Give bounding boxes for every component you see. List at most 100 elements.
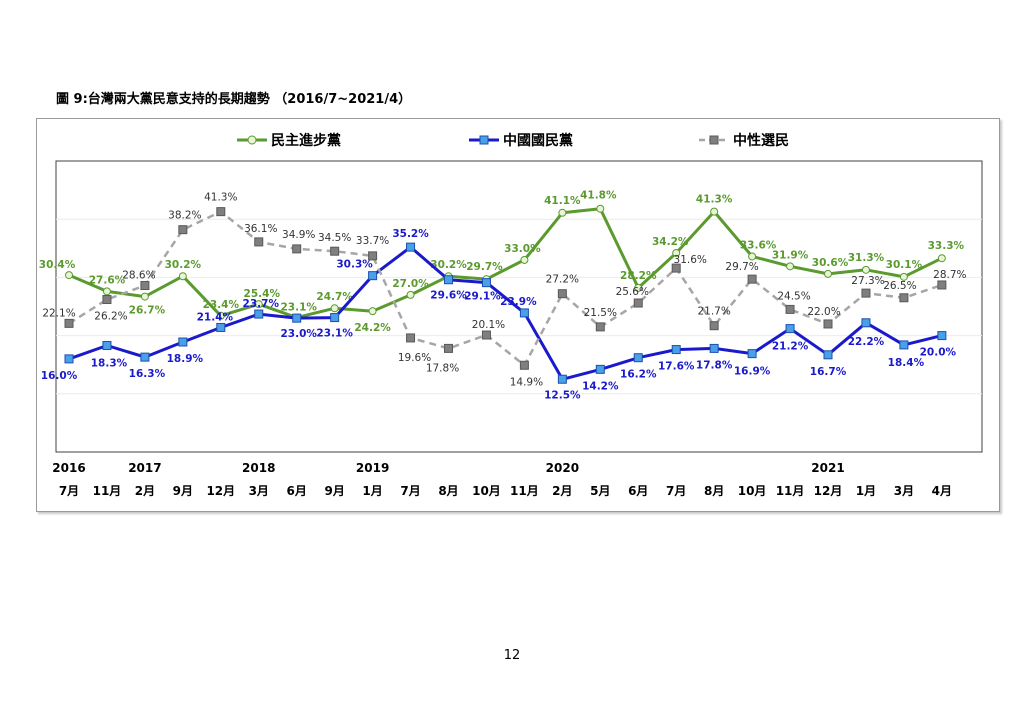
data-point (633, 353, 643, 363)
x-tick-label: 9月 (173, 484, 193, 498)
data-point (292, 313, 302, 323)
data-label: 23.0% (280, 328, 317, 340)
data-label: 14.2% (582, 380, 619, 392)
data-label: 20.1% (472, 319, 505, 331)
x-tick-label: 12月 (206, 484, 235, 498)
data-point (102, 295, 112, 305)
trend-line-chart: 民主進步黨 中國國民黨 中性選民30.4%27.6%26.7%30.2%23.4%2… (39, 132, 983, 498)
data-label: 31.9% (772, 249, 809, 261)
x-tick-label: 10月 (738, 484, 767, 498)
data-label: 16.0% (41, 370, 78, 382)
data-point (596, 204, 605, 213)
x-tick-label: 7月 (59, 484, 79, 498)
data-label: 30.2% (430, 259, 467, 271)
chart-frame: 民主進步黨 中國國民黨 中性選民 30.4% 27.6% 26.7% 30.2% 23.4% 2… (36, 118, 1000, 512)
data-point (747, 274, 757, 284)
series-1: 30.4% 27.6% 26.7% 30.2% 23.4% 25.4% 23.1%24.7%… (39, 190, 965, 334)
data-label: 26.7% (129, 305, 166, 317)
data-point (178, 272, 187, 281)
data-label: 28.6% (122, 270, 155, 282)
data-point (785, 324, 795, 334)
data-label: 25.6% (616, 286, 649, 298)
series-line (68, 210, 943, 367)
data-point (444, 343, 453, 353)
data-label: 21.5% (584, 307, 617, 319)
data-point (64, 318, 74, 328)
data-point (899, 340, 909, 350)
data-label: 29.7% (466, 261, 503, 273)
data-label: 21.2% (772, 341, 809, 353)
data-label: 22.0% (807, 306, 840, 318)
data-point (178, 337, 188, 347)
data-point (824, 269, 832, 278)
data-label: 17.8% (426, 362, 459, 374)
data-label: 20.0% (920, 347, 957, 359)
data-point (330, 313, 340, 323)
data-point (481, 278, 491, 288)
data-point (444, 275, 453, 285)
data-label: 29.1% (464, 291, 501, 303)
data-point (178, 225, 188, 235)
data-point (254, 237, 264, 247)
year-label: 2019 (356, 461, 389, 475)
plot-area (55, 160, 983, 453)
data-point (254, 300, 263, 309)
data-label: 27.0% (392, 278, 429, 290)
data-label: 21.7% (697, 306, 730, 318)
x-tick-label: 3月 (894, 484, 914, 498)
x-tick-label: 6月 (628, 484, 648, 498)
data-label: 26.5% (883, 280, 916, 292)
data-label: 24.5% (777, 290, 810, 302)
data-label: 28.7% (933, 269, 966, 281)
data-label: 28.2% (620, 270, 657, 282)
data-label: 29.6% (430, 290, 467, 302)
data-point (557, 289, 567, 299)
data-point (368, 307, 377, 316)
data-point (481, 330, 491, 340)
x-tick-label: 8月 (704, 484, 724, 498)
data-point (406, 290, 415, 299)
x-tick-label: 4月 (932, 484, 952, 498)
data-point (216, 207, 226, 217)
data-point (65, 271, 73, 280)
x-tick-label: 11月 (93, 484, 122, 498)
data-label: 16.7% (810, 366, 847, 378)
legend-marker (247, 135, 257, 145)
data-label: 23.1% (316, 328, 353, 340)
data-label: 26.2% (94, 311, 127, 323)
data-label: 41.3% (696, 194, 733, 206)
data-label: 16.2% (620, 369, 657, 381)
data-label: 18.4% (888, 357, 925, 369)
x-tick-label: 11月 (510, 484, 539, 498)
data-point (595, 322, 605, 332)
data-label: 34.5% (318, 232, 351, 244)
data-point (633, 298, 643, 308)
data-point (937, 254, 946, 263)
year-label: 2021 (811, 461, 844, 475)
data-label: 30.2% (165, 259, 202, 271)
data-point (368, 271, 378, 281)
data-point (330, 246, 340, 256)
data-point (671, 345, 681, 355)
data-label: 30.6% (812, 257, 849, 269)
data-label: 36.1% (244, 223, 277, 235)
data-point (519, 308, 529, 318)
data-point (216, 311, 225, 320)
figure-title: 圖 9:台灣兩大黨民意支持的長期趨勢 （2016/7~2021/4） (56, 92, 412, 107)
data-point (786, 262, 795, 271)
data-label: 22.2% (848, 336, 885, 348)
data-label: 33.3% (928, 240, 965, 252)
x-tick-label: 12月 (814, 484, 843, 498)
data-point (216, 322, 226, 332)
data-label: 25.4% (244, 288, 281, 300)
data-point (558, 208, 567, 217)
data-label: 27.6% (89, 274, 126, 286)
data-point (140, 281, 150, 291)
data-point (64, 354, 74, 364)
page-number: 12 (503, 648, 521, 663)
data-point (519, 360, 529, 370)
data-label: 33.0% (504, 243, 541, 255)
x-tick-label: 6月 (287, 484, 307, 498)
data-label: 41.8% (580, 190, 617, 202)
data-point (520, 255, 529, 264)
